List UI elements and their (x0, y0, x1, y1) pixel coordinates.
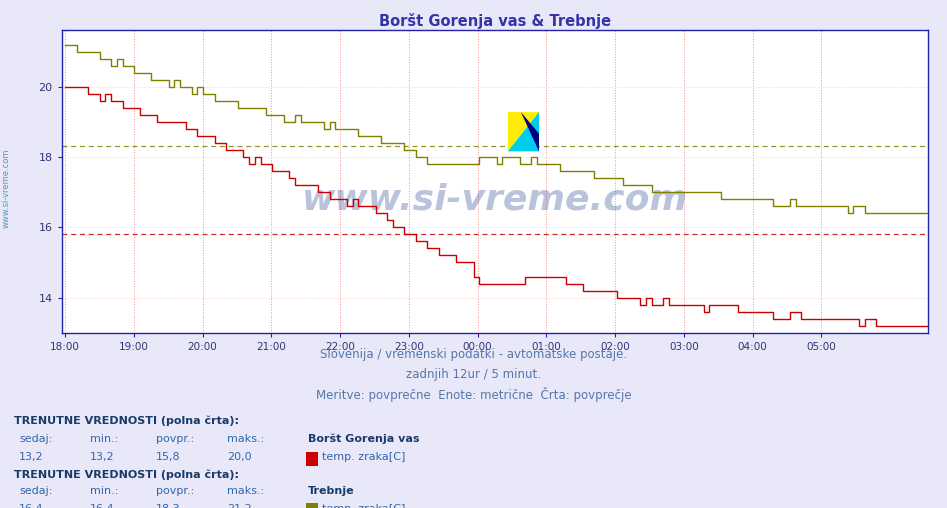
Text: maks.:: maks.: (227, 486, 264, 496)
Text: TRENUTNE VREDNOSTI (polna črta):: TRENUTNE VREDNOSTI (polna črta): (14, 469, 240, 480)
Text: 13,2: 13,2 (90, 452, 115, 462)
Polygon shape (508, 112, 539, 151)
Text: 13,2: 13,2 (19, 452, 44, 462)
Text: sedaj:: sedaj: (19, 434, 52, 444)
Text: min.:: min.: (90, 434, 118, 444)
Text: zadnjih 12ur / 5 minut.: zadnjih 12ur / 5 minut. (406, 368, 541, 382)
Text: temp. zraka[C]: temp. zraka[C] (322, 452, 405, 462)
Text: min.:: min.: (90, 486, 118, 496)
Polygon shape (508, 112, 539, 151)
Text: povpr.:: povpr.: (156, 434, 194, 444)
Text: Meritve: povprečne  Enote: metrične  Črta: povprečje: Meritve: povprečne Enote: metrične Črta:… (315, 387, 632, 402)
Text: www.si-vreme.com: www.si-vreme.com (302, 183, 688, 217)
Text: TRENUTNE VREDNOSTI (polna črta):: TRENUTNE VREDNOSTI (polna črta): (14, 416, 240, 426)
Text: sedaj:: sedaj: (19, 486, 52, 496)
Text: 20,0: 20,0 (227, 452, 252, 462)
Text: temp. zraka[C]: temp. zraka[C] (322, 503, 405, 508)
Text: www.si-vreme.com: www.si-vreme.com (2, 148, 11, 228)
Text: 15,8: 15,8 (156, 452, 181, 462)
Text: Trebnje: Trebnje (308, 486, 354, 496)
Text: 21,2: 21,2 (227, 503, 252, 508)
Text: 16,4: 16,4 (90, 503, 115, 508)
Text: 16,4: 16,4 (19, 503, 44, 508)
Polygon shape (521, 112, 539, 151)
Title: Boršt Gorenja vas & Trebnje: Boršt Gorenja vas & Trebnje (379, 13, 611, 29)
Text: maks.:: maks.: (227, 434, 264, 444)
Text: 18,3: 18,3 (156, 503, 181, 508)
Text: Slovenija / vremenski podatki - avtomatske postaje.: Slovenija / vremenski podatki - avtomats… (320, 348, 627, 361)
Text: povpr.:: povpr.: (156, 486, 194, 496)
Text: Boršt Gorenja vas: Boršt Gorenja vas (308, 433, 420, 444)
